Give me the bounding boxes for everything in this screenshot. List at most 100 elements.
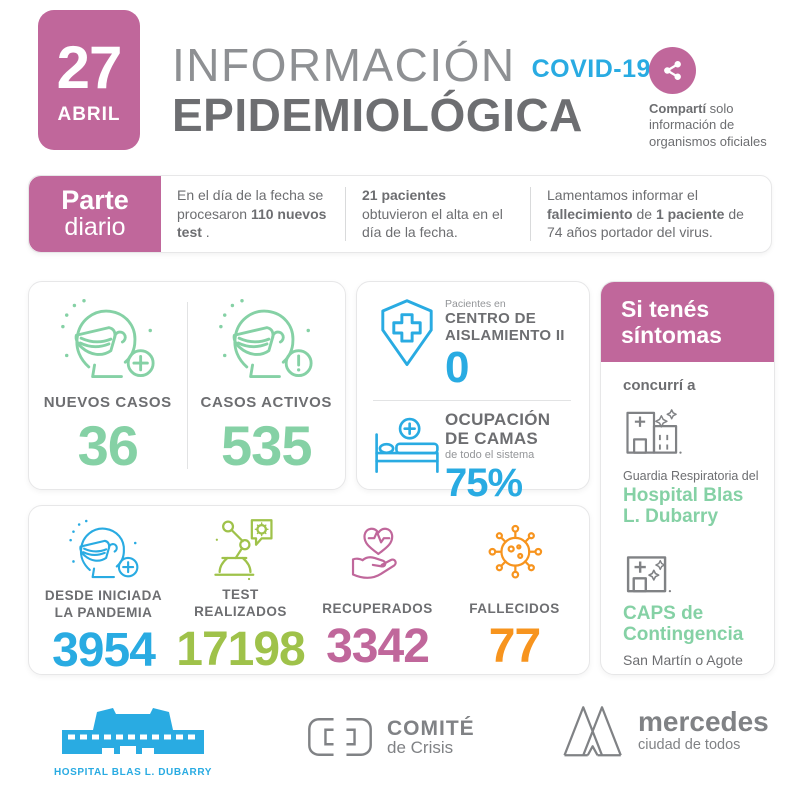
death-bold2: 1 paciente xyxy=(655,205,725,222)
clinic-building-icon xyxy=(623,551,774,601)
tests-bold: 110 nuevos test xyxy=(177,205,327,241)
isolation-line1: CENTRO DE xyxy=(445,310,537,327)
symptoms-go-label: concurrí a xyxy=(623,376,696,394)
death-pre: Lamentamos informar el xyxy=(547,187,698,204)
hospital-bed-icon xyxy=(369,410,445,503)
masked-person-alert-icon xyxy=(212,294,320,392)
title-informacion: INFORMACIÓN xyxy=(172,39,516,91)
caps-name-line2: Contingencia xyxy=(623,624,744,646)
hospital-logo: HOSPITAL BLAS L. DUBARRY xyxy=(48,704,218,778)
caps-name-line1: CAPS de xyxy=(623,603,704,625)
new-cases-block: NUEVOS CASOS 36 xyxy=(29,282,187,489)
label-line2: LA PANDEMIA xyxy=(54,605,153,621)
guardia-pre: Guardia Respiratoria del xyxy=(623,468,759,483)
date-month: ABRIL xyxy=(57,104,121,125)
symptoms-title-line1: Si tenés xyxy=(621,296,710,322)
masked-person-icon xyxy=(64,516,144,587)
guardia-name-line2: L. Dubarry xyxy=(623,505,719,527)
total-tests-label: TEST REALIZADOS xyxy=(194,586,287,621)
date-day: 27 xyxy=(56,34,123,101)
comite-line2: de Crisis xyxy=(387,737,454,757)
total-recovered-block: RECUPERADOS 3342 xyxy=(309,516,446,674)
label-line2: REALIZADOS xyxy=(194,604,287,620)
symptoms-sidebar: Si tenés síntomas concurrí a Guardia Res… xyxy=(600,281,775,675)
symptoms-body: concurrí a Guardia Respiratoria del Hosp… xyxy=(601,377,774,668)
mercedes-m-icon xyxy=(563,706,622,757)
comite-brackets-icon xyxy=(308,718,372,756)
title-covid19: COVID-19 xyxy=(531,55,651,83)
daily-report-label-light: diario xyxy=(64,213,126,242)
symptoms-title-line2: síntomas xyxy=(621,321,722,348)
microscope-icon xyxy=(204,516,278,586)
symptoms-header: Si tenés síntomas xyxy=(601,282,774,362)
comite-line1: COMITÉ xyxy=(387,716,475,740)
isolation-pre: Pacientes en xyxy=(445,298,506,310)
guardia-name: Hospital Blas L. Dubarry xyxy=(623,485,774,528)
label-line1: TEST xyxy=(222,586,259,602)
total-deaths-label: FALLECIDOS xyxy=(469,583,560,618)
total-deaths-value: 77 xyxy=(488,620,541,673)
beds-line2: DE CAMAS xyxy=(445,428,539,448)
mercedes-line2: ciudad de todos xyxy=(638,737,741,753)
share-badge xyxy=(649,47,696,94)
total-pandemic-value: 3954 xyxy=(52,624,156,677)
date-badge: 27 ABRIL xyxy=(38,10,140,150)
isolation-value: 0 xyxy=(445,342,469,392)
mercedes-logo: mercedes ciudad de todos xyxy=(560,701,769,760)
active-cases-block: CASOS ACTIVOS 535 xyxy=(188,282,346,489)
heart-in-hand-icon xyxy=(342,516,414,583)
isolation-line2: AISLAMIENTO II xyxy=(445,327,565,345)
comite-logo: COMITÉ de Crisis xyxy=(306,716,475,758)
tests-text: En el día de la fecha se procesaron xyxy=(177,187,324,222)
share-note-bold: Compartí xyxy=(649,101,707,116)
tests-post: . xyxy=(201,224,210,241)
daily-report-death: Lamentamos informar el fallecimiento de … xyxy=(531,186,771,241)
isolation-beds-card: Pacientes en CENTRO DE AISLAMIENTO II 0 … xyxy=(356,281,590,503)
beds-sub: de todo el sistema xyxy=(445,448,535,461)
daily-report-bar: Parte diario En el día de la fecha se pr… xyxy=(28,175,772,253)
masked-person-plus-icon xyxy=(54,294,162,392)
daily-report-label-bold: Parte xyxy=(61,185,129,216)
comite-text: COMITÉ de Crisis xyxy=(387,718,475,757)
total-tests-value: 17198 xyxy=(176,623,305,676)
divider xyxy=(530,187,531,241)
hospital-building-icon xyxy=(623,404,774,462)
total-tests-block: TEST REALIZADOS 17198 xyxy=(172,516,309,676)
title-epidemiologica: EPIDEMIOLÓGICA xyxy=(172,89,583,141)
new-cases-value: 36 xyxy=(77,414,139,477)
beds-block: OCUPACIÓN DE CAMAS de todo el sistema 75… xyxy=(369,410,579,503)
daily-report-label: Parte diario xyxy=(29,176,161,252)
caps-name: CAPS de Contingencia xyxy=(623,603,774,646)
hospital-logo-label: HOSPITAL BLAS L. DUBARRY xyxy=(53,767,213,778)
total-recovered-value: 3342 xyxy=(326,620,430,673)
shield-cross-icon xyxy=(369,296,445,391)
total-recovered-label: RECUPERADOS xyxy=(322,583,433,618)
share-icon xyxy=(662,59,683,82)
divider xyxy=(345,187,346,241)
daily-report-columns: En el día de la fecha se procesaron 110 … xyxy=(161,176,771,252)
discharges-bold: 21 pacientes xyxy=(362,187,447,204)
isolation-text: Pacientes en CENTRO DE AISLAMIENTO II 0 xyxy=(445,296,565,391)
caps-sub: San Martín o Agote xyxy=(623,651,743,668)
label-line1: RECUPERADOS xyxy=(322,601,433,617)
active-cases-label: CASOS ACTIVOS xyxy=(200,394,332,411)
mercedes-text: mercedes ciudad de todos xyxy=(638,706,769,754)
cases-card: NUEVOS CASOS 36 CASOS ACTIVOS 535 xyxy=(28,281,346,490)
totals-card: DESDE INICIADA LA PANDEMIA 3954 TEST REA… xyxy=(28,505,590,677)
death-bold1: fallecimiento xyxy=(547,205,633,222)
label-line1: DESDE INICIADA xyxy=(44,587,163,603)
share-note-rest: solo información de organismos oficiales xyxy=(649,101,767,149)
mercedes-line1: mercedes xyxy=(638,706,769,737)
discharges-text: obtuvieron el alta en el día de la fecha… xyxy=(362,205,503,241)
daily-report-discharges: 21 pacientes obtuvieron el alta en el dí… xyxy=(346,186,530,241)
hospital-logo-icon xyxy=(58,704,208,756)
divider xyxy=(373,399,571,401)
beds-text: OCUPACIÓN DE CAMAS de todo el sistema 75… xyxy=(445,410,550,503)
isolation-block: Pacientes en CENTRO DE AISLAMIENTO II 0 xyxy=(369,296,579,391)
death-post: de 74 años portador del virus. xyxy=(547,205,744,241)
divider xyxy=(186,302,188,469)
total-pandemic-block: DESDE INICIADA LA PANDEMIA 3954 xyxy=(35,516,172,677)
death-mid: de xyxy=(632,205,656,222)
beds-line1: OCUPACIÓN xyxy=(445,409,551,429)
